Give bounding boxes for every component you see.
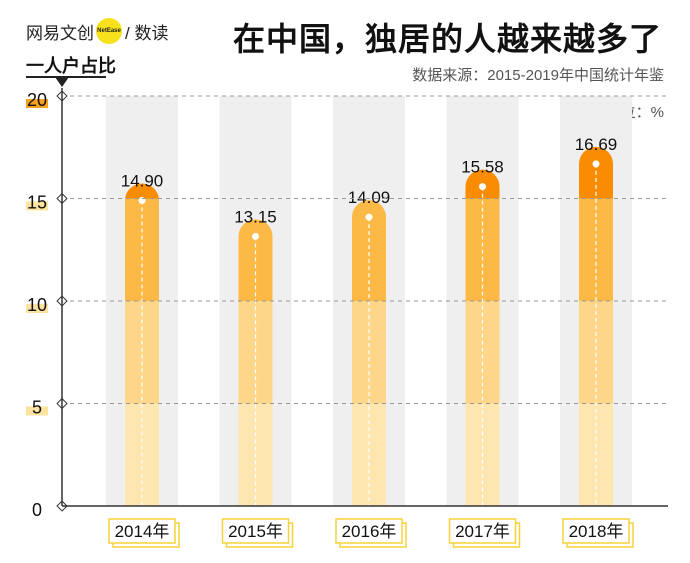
x-tick: 2014年 bbox=[108, 518, 180, 548]
bar-point bbox=[479, 183, 486, 191]
x-tick-label: 2017年 bbox=[455, 522, 510, 541]
y-tick-label: 15 bbox=[27, 193, 47, 213]
bar-point bbox=[592, 160, 600, 168]
x-tick: 2017年 bbox=[448, 518, 521, 548]
tick-highlight bbox=[26, 304, 48, 313]
tick-highlight bbox=[26, 406, 48, 416]
data-label: 13.15 bbox=[234, 207, 277, 226]
bar-point bbox=[252, 232, 259, 240]
tick-highlight bbox=[26, 201, 48, 211]
x-tick-box bbox=[562, 518, 630, 544]
tick-highlight bbox=[26, 99, 48, 108]
bar bbox=[352, 200, 386, 506]
x-tick-label: 2015年 bbox=[228, 522, 283, 541]
y-tick-label: 0 bbox=[32, 500, 42, 520]
x-tick: 2015年 bbox=[221, 518, 294, 548]
brand-section: / 数读 bbox=[125, 23, 169, 43]
y-tick-label: 10 bbox=[27, 295, 47, 315]
data-label: 16.69 bbox=[575, 135, 618, 154]
bar bbox=[125, 183, 159, 506]
y-tick-label: 20 bbox=[27, 90, 47, 110]
x-tick-label: 2018年 bbox=[569, 522, 624, 541]
bar bbox=[465, 169, 500, 506]
x-tick-label: 2014年 bbox=[115, 522, 170, 541]
x-tick: 2018年 bbox=[562, 518, 634, 548]
x-tick-box bbox=[221, 518, 290, 544]
bar bbox=[579, 146, 613, 506]
brand-name: 网易文创 bbox=[26, 23, 94, 43]
data-source: 数据来源：2015-2019年中国统计年鉴 bbox=[412, 67, 664, 84]
data-label: 15.58 bbox=[461, 158, 504, 177]
y-axis-label: 一人户占比 bbox=[26, 56, 116, 76]
bar-band bbox=[125, 183, 159, 199]
x-tick-box bbox=[335, 518, 403, 544]
bar bbox=[238, 219, 273, 506]
page-title: 在中国，独居的人越来越多了 bbox=[232, 21, 662, 57]
brand-badge: NetEase bbox=[96, 18, 122, 44]
y-axis-arrow-icon bbox=[55, 77, 69, 87]
data-label: 14.90 bbox=[121, 172, 164, 191]
x-tick-box bbox=[448, 518, 517, 544]
x-tick-label: 2016年 bbox=[342, 522, 397, 541]
x-tick-box bbox=[108, 518, 176, 544]
y-tick-label: 5 bbox=[32, 398, 42, 418]
data-label: 14.09 bbox=[348, 188, 391, 207]
brand-logo: 网易文创 NetEase / 数读 bbox=[26, 18, 168, 44]
x-tick: 2016年 bbox=[335, 518, 407, 548]
bar-point bbox=[365, 213, 373, 221]
